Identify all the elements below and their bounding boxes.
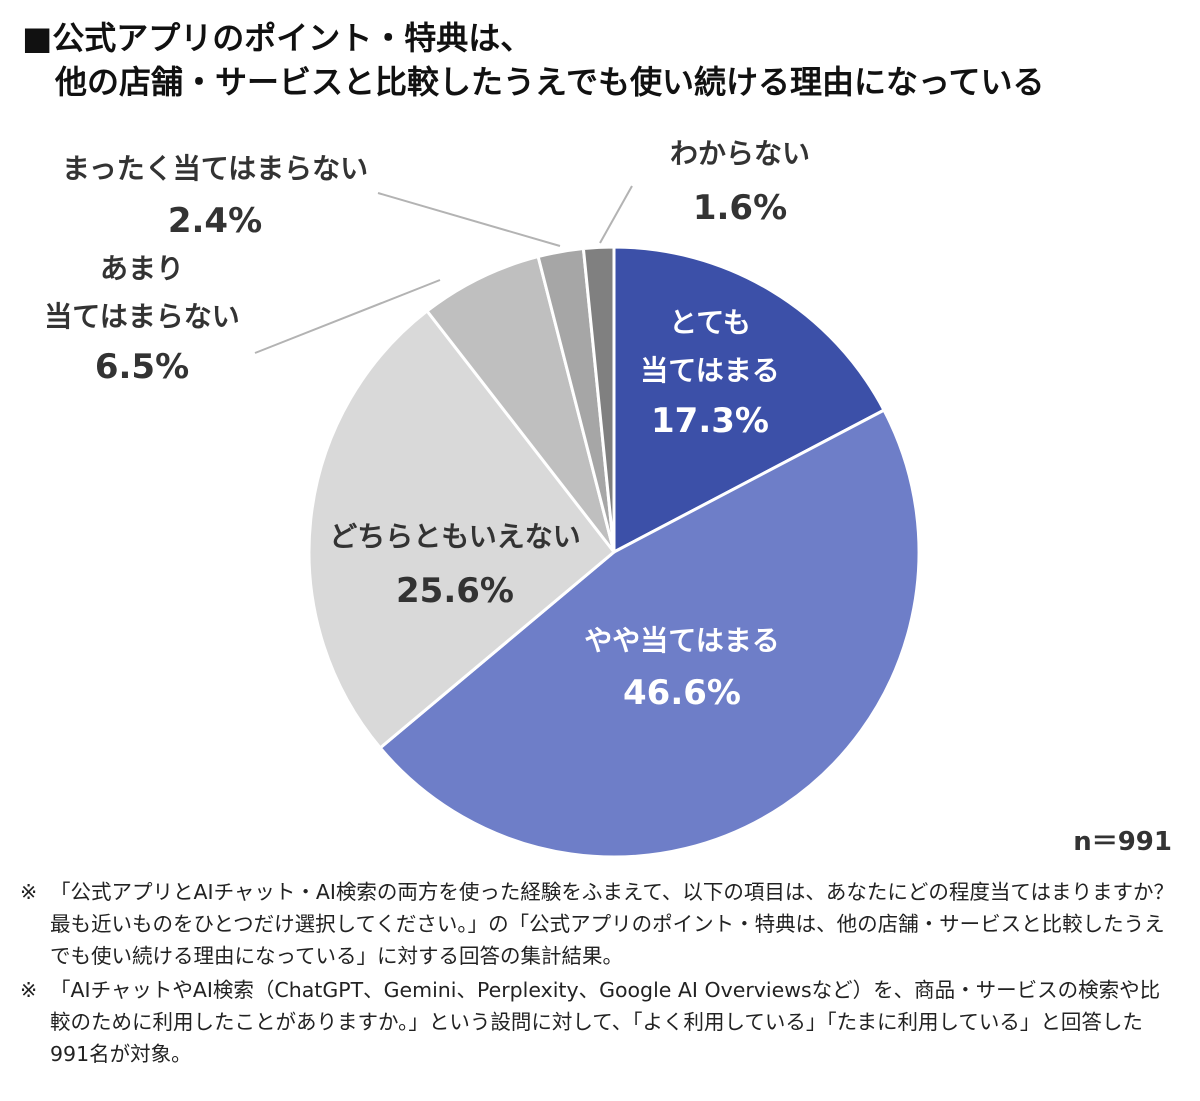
footnote-mark: ※: [20, 880, 38, 904]
footnote-text: 「公式アプリとAIチャット・AI検索の両方を使った経験をふまえて、以下の項目は、…: [50, 880, 1174, 968]
slice-label-1: やや当てはまる 46.6%: [584, 624, 779, 713]
pie-slice-5: [581, 245, 616, 554]
footnote-mark: ※: [20, 978, 38, 1002]
title-line-2: 他の店舗・サービスと比較したうえでも使い続ける理由になっている: [55, 63, 1045, 101]
pie-slice-1: [378, 408, 921, 859]
slice-value-2: 25.6%: [396, 571, 514, 611]
slice-label-line: わからない: [670, 137, 810, 170]
pie-slice-2: [307, 309, 616, 750]
slice-labels: とても当てはまる 17.3% やや当てはまる 46.6% どちらともいえない 25.6% あ…: [44, 137, 810, 713]
title-line-1: ■公式アプリのポイント・特典は、: [22, 19, 533, 57]
pie-slice-3: [425, 255, 616, 554]
pie-slice-0: [612, 245, 886, 554]
slice-value-1: 46.6%: [623, 673, 741, 713]
slice-value-5: 1.6%: [693, 188, 787, 228]
pie-slices: [307, 245, 921, 859]
chart-title: ■公式アプリのポイント・特典は、 他の店舗・サービスと比較したうえでも使い続ける…: [22, 16, 1044, 104]
sample-size: n＝991: [1073, 827, 1172, 857]
slice-label-line: 当てはまらない: [44, 300, 239, 333]
footnote-1: ※ 「公式アプリとAIチャット・AI検索の両方を使った経験をふまえて、以下の項目…: [20, 876, 1180, 972]
slice-label-line: やや当てはまる: [584, 624, 779, 657]
footnote-text: 「AIチャットやAI検索（ChatGPT、Gemini、Perplexity、G…: [50, 978, 1161, 1066]
slice-label-5: わからない 1.6%: [670, 137, 810, 228]
slice-label-line: 当てはまる: [640, 354, 779, 387]
leader-line-3: [254, 279, 441, 354]
pie-chart: とても当てはまる 17.3% やや当てはまる 46.6% どちらともいえない 25.6% あ…: [44, 137, 921, 859]
slice-value-4: 2.4%: [168, 201, 262, 241]
slice-value-3: 6.5%: [95, 347, 189, 387]
slice-label-line: とても: [669, 306, 751, 339]
leader-line-5: [599, 185, 633, 244]
slice-label-3: あまり当てはまらない 6.5%: [44, 252, 239, 387]
leader-line-4: [377, 192, 561, 247]
slice-label-line: まったく当てはまらない: [62, 152, 368, 185]
slice-label-4: まったく当てはまらない 2.4%: [62, 152, 368, 241]
slice-value-0: 17.3%: [651, 401, 769, 441]
slice-label-2: どちらともいえない 25.6%: [329, 520, 580, 611]
slice-label-0: とても当てはまる 17.3%: [640, 306, 779, 441]
footnote-2: ※ 「AIチャットやAI検索（ChatGPT、Gemini、Perplexity…: [20, 974, 1180, 1070]
slice-label-line: あまり: [100, 252, 184, 285]
leader-lines: [254, 185, 633, 354]
slice-label-line: どちらともいえない: [329, 520, 580, 553]
footnotes: ※ 「公式アプリとAIチャット・AI検索の両方を使った経験をふまえて、以下の項目…: [20, 876, 1180, 1072]
